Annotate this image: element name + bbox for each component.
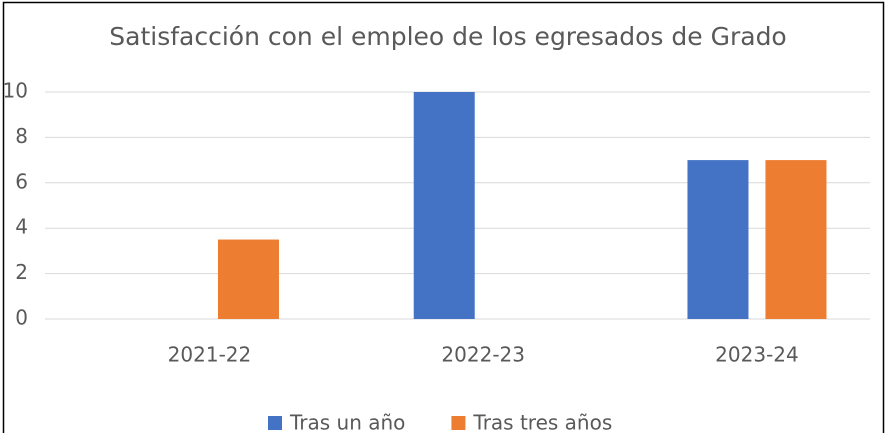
legend-swatch <box>268 416 282 430</box>
chart-title: Satisfacción con el empleo de los egresa… <box>109 22 786 51</box>
y-tick-label: 0 <box>15 306 28 330</box>
bar <box>765 160 827 319</box>
bar <box>413 92 475 319</box>
legend-label: Tras un año <box>289 411 405 433</box>
bar <box>217 239 279 319</box>
y-tick-label: 4 <box>15 215 28 239</box>
x-tick-label: 2021-22 <box>168 343 252 367</box>
y-tick-label: 6 <box>15 169 28 193</box>
y-tick-label: 10 <box>3 79 28 103</box>
x-tick-label: 2022-23 <box>441 343 525 367</box>
legend-label: Tras tres años <box>472 411 612 433</box>
legend-swatch <box>451 416 466 430</box>
y-tick-label: 2 <box>15 260 28 284</box>
y-tick-label: 8 <box>15 124 28 148</box>
bar <box>687 160 749 319</box>
x-tick-label: 2023-24 <box>715 343 799 367</box>
